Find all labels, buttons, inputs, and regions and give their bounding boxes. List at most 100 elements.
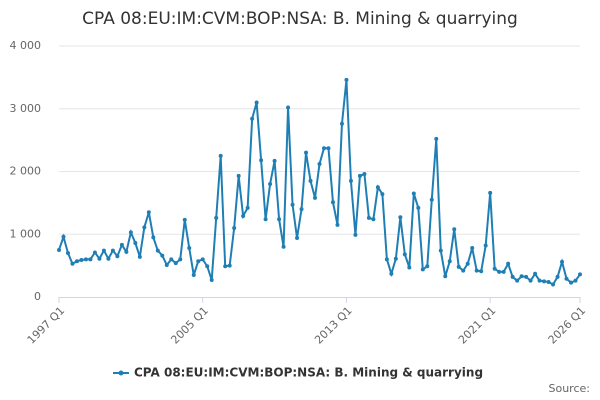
data-point [384, 257, 389, 262]
data-point [101, 248, 106, 253]
y-tick-label: 0 [34, 290, 41, 303]
chart-title: CPA 08:EU:IM:CVM:BOP:NSA: B. Mining & qu… [82, 9, 518, 29]
data-point [537, 278, 542, 283]
data-point [402, 252, 407, 257]
data-point [389, 271, 394, 276]
data-point [380, 192, 385, 197]
data-point [209, 278, 214, 283]
data-point [407, 265, 412, 270]
data-point [398, 215, 403, 220]
data-point [79, 257, 84, 262]
data-point [573, 278, 578, 283]
data-point [425, 264, 430, 269]
data-point [155, 248, 160, 253]
data-point [304, 150, 309, 155]
data-point [232, 225, 237, 230]
data-point [173, 261, 178, 266]
data-point [492, 266, 497, 271]
data-point [317, 161, 322, 166]
data-point [236, 173, 241, 178]
data-point [200, 257, 205, 262]
data-point [299, 207, 304, 212]
data-point [295, 236, 300, 241]
data-point [524, 274, 529, 279]
x-tick-label: 2005 Q1 [168, 304, 211, 347]
data-point [470, 246, 475, 251]
data-point [335, 222, 340, 227]
source: Source: [549, 382, 591, 395]
data-point [151, 235, 156, 240]
data-point [434, 136, 439, 141]
data-point [456, 264, 461, 269]
y-tick-label: 4 000 [10, 39, 42, 52]
data-point [272, 158, 277, 163]
data-point [411, 191, 416, 196]
data-point [92, 250, 97, 255]
data-point [214, 215, 219, 220]
data-point [528, 278, 533, 283]
data-point [119, 242, 124, 247]
data-point [250, 116, 255, 121]
data-point [416, 205, 421, 210]
data-point [479, 269, 484, 274]
data-point [259, 158, 264, 163]
data-point [366, 215, 371, 220]
data-point [510, 274, 515, 279]
data-point [218, 153, 223, 158]
legend-label: CPA 08:EU:IM:CVM:BOP:NSA: B. Mining & qu… [134, 366, 483, 380]
data-point [169, 257, 174, 262]
data-point [506, 261, 511, 266]
data-point [137, 254, 142, 259]
data-point [115, 254, 120, 259]
data-point [465, 261, 470, 266]
data-point [519, 274, 524, 279]
data-point [330, 200, 335, 205]
data-point [560, 259, 565, 264]
data-point [146, 210, 151, 215]
data-point [353, 232, 358, 237]
x-tick-label: 1997 Q1 [25, 304, 68, 347]
data-point [533, 271, 538, 276]
data-point [357, 173, 362, 178]
data-point [187, 246, 192, 251]
data-point [564, 276, 569, 281]
data-point [88, 257, 93, 262]
data-point [124, 249, 129, 254]
data-point [263, 217, 268, 222]
data-point [578, 272, 582, 277]
data-point [277, 217, 282, 222]
y-tick-label: 2 000 [10, 165, 42, 178]
series-line [58, 79, 581, 286]
data-point [438, 248, 443, 253]
data-point [429, 197, 434, 202]
data-point [164, 262, 169, 267]
data-point [488, 190, 493, 195]
data-point [241, 214, 246, 219]
data-point [501, 269, 506, 274]
data-point [420, 267, 425, 272]
data-point [326, 146, 331, 151]
data-point [313, 195, 318, 200]
data-point [74, 259, 79, 264]
data-point [110, 248, 115, 253]
data-point [106, 256, 111, 261]
data-point [57, 247, 61, 252]
x-tick-label: 2026 Q1 [546, 304, 589, 347]
data-point [308, 178, 313, 183]
data-point [443, 274, 448, 279]
x-tick-label: 2021 Q1 [456, 304, 499, 347]
x-tick-label: 2013 Q1 [312, 304, 355, 347]
data-point [339, 121, 344, 126]
data-point [268, 182, 273, 187]
data-point [371, 217, 376, 222]
y-tick-label: 3 000 [10, 102, 42, 115]
data-point [483, 243, 488, 248]
data-point [546, 279, 551, 284]
data-point [227, 263, 232, 268]
data-point [551, 282, 556, 287]
data-point [133, 241, 138, 246]
data-point [393, 256, 398, 261]
data-point [65, 251, 70, 256]
data-point [569, 280, 574, 285]
